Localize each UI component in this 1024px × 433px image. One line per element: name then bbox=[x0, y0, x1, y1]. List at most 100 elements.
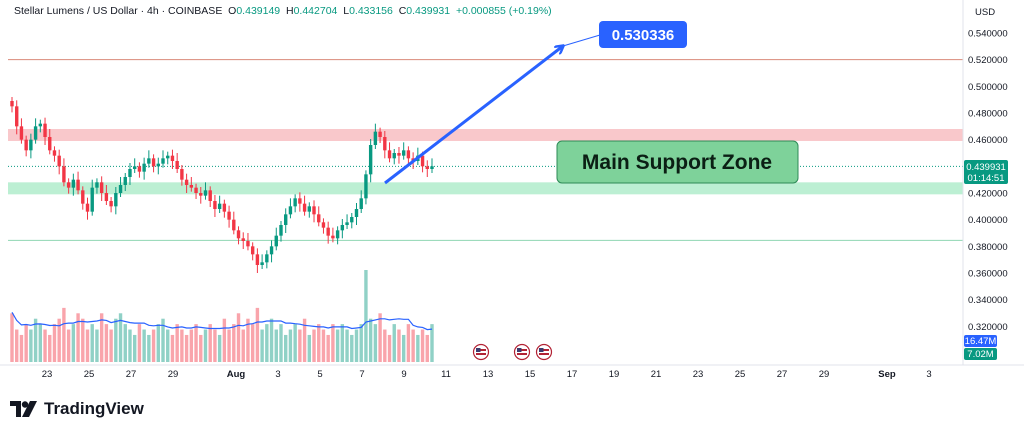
time-tick-label: Aug bbox=[227, 369, 246, 380]
candle-body bbox=[383, 137, 387, 151]
candle-body bbox=[326, 227, 330, 236]
candle-body bbox=[232, 219, 236, 231]
candle-body bbox=[90, 187, 94, 212]
candle-body bbox=[180, 169, 184, 180]
volume-layer bbox=[10, 270, 434, 362]
candle-body bbox=[114, 193, 118, 207]
volume-bar bbox=[307, 334, 312, 362]
volume-bar bbox=[85, 329, 90, 362]
candle-body bbox=[274, 235, 278, 247]
price-badge-countdown: 01:14:51 bbox=[968, 173, 1005, 184]
volume-bar bbox=[406, 324, 411, 362]
candle-body bbox=[33, 126, 38, 140]
candle-body bbox=[57, 155, 61, 167]
symbol-legend: Stellar Lumens / US Dollar · 4h · COINBA… bbox=[14, 5, 552, 17]
candle-body bbox=[302, 203, 307, 212]
volume-bar bbox=[166, 329, 170, 362]
volume-bar bbox=[359, 324, 363, 362]
flag-stripe bbox=[517, 353, 527, 355]
candle-body bbox=[350, 217, 354, 223]
volume-bar bbox=[335, 329, 340, 362]
volume-badge-value: 7.02M bbox=[967, 349, 993, 360]
price-badge-value: 0.439931 bbox=[966, 162, 1006, 173]
volume-bar bbox=[114, 318, 118, 362]
candle-body bbox=[142, 163, 146, 172]
flag-canton bbox=[517, 348, 522, 352]
volume-bar bbox=[118, 313, 123, 362]
flag-stripe bbox=[476, 353, 486, 355]
volume-bar bbox=[109, 329, 113, 362]
volume-bar bbox=[293, 324, 297, 362]
volume-bar bbox=[255, 307, 260, 362]
low-label: L bbox=[343, 5, 350, 17]
time-tick-label: 25 bbox=[735, 369, 746, 380]
price-tick-label: 0.500000 bbox=[968, 82, 1008, 93]
volume-bar bbox=[66, 329, 71, 362]
volume-bar bbox=[232, 324, 236, 362]
volume-bar bbox=[411, 329, 415, 362]
volume-bar bbox=[180, 329, 184, 362]
time-tick-label: 19 bbox=[609, 369, 620, 380]
candle-body bbox=[331, 235, 335, 239]
candle-body bbox=[43, 123, 47, 137]
volume-bar bbox=[19, 334, 24, 362]
volume-bar bbox=[151, 329, 156, 362]
symbol-name[interactable]: Stellar Lumens / US Dollar · 4h · COINBA… bbox=[14, 5, 223, 17]
target-price-callout bbox=[599, 21, 687, 48]
candle-body bbox=[137, 166, 142, 172]
price-tick-label: 0.360000 bbox=[968, 269, 1008, 280]
candle-body bbox=[236, 230, 241, 239]
volume-bar bbox=[71, 324, 76, 362]
volume-bar bbox=[317, 324, 321, 362]
volume-bar bbox=[241, 329, 245, 362]
candle-body bbox=[118, 185, 123, 193]
time-tick-label: 27 bbox=[126, 369, 137, 380]
flag-stripe bbox=[476, 349, 486, 351]
volume-ma-badge bbox=[964, 335, 997, 347]
volume-bar bbox=[250, 324, 255, 362]
time-tick-label: 25 bbox=[84, 369, 95, 380]
volume-bar bbox=[373, 324, 378, 362]
volume-moving-average bbox=[11, 311, 433, 331]
candle-body bbox=[279, 225, 283, 236]
candle-body bbox=[76, 179, 80, 191]
tradingview-logo[interactable]: TradingView bbox=[10, 399, 144, 419]
price-tick-label: 0.380000 bbox=[968, 242, 1008, 253]
target-price-label: 0.530336 bbox=[612, 27, 675, 44]
candle-body bbox=[95, 182, 99, 188]
candle-body bbox=[425, 166, 429, 169]
volume-bar bbox=[269, 318, 274, 362]
volume-bar bbox=[194, 324, 198, 362]
candle-body bbox=[397, 153, 401, 156]
candle-body bbox=[420, 155, 425, 167]
candle-body bbox=[71, 179, 76, 188]
volume-bar bbox=[29, 329, 33, 362]
time-tick-label: 9 bbox=[401, 369, 406, 380]
price-tick-label: 0.460000 bbox=[968, 135, 1008, 146]
candle-body bbox=[166, 155, 170, 159]
candle-body bbox=[340, 225, 345, 231]
volume-bar bbox=[203, 329, 208, 362]
candle-body bbox=[104, 193, 109, 201]
close-label: C bbox=[398, 5, 407, 17]
volume-bar bbox=[137, 324, 142, 362]
volume-bar bbox=[161, 318, 165, 362]
candle-body bbox=[406, 150, 411, 159]
flag-canton bbox=[539, 348, 544, 352]
us-flag-event-icon bbox=[535, 343, 553, 361]
candle-body bbox=[250, 246, 255, 255]
price-tick-label: 0.540000 bbox=[968, 29, 1008, 40]
support-zone bbox=[8, 182, 963, 195]
volume-bar bbox=[52, 324, 57, 362]
volume-bar bbox=[331, 324, 335, 362]
candle-body bbox=[284, 214, 288, 225]
price-tick-label: 0.340000 bbox=[968, 295, 1008, 306]
candle-body bbox=[392, 153, 396, 159]
high-label: H bbox=[285, 5, 294, 17]
time-tick-label: 23 bbox=[42, 369, 53, 380]
volume-bar bbox=[24, 324, 28, 362]
price-tick-label: 0.480000 bbox=[968, 109, 1008, 120]
overlay-layer: 0.530336 Main Support Zone bbox=[384, 21, 799, 185]
